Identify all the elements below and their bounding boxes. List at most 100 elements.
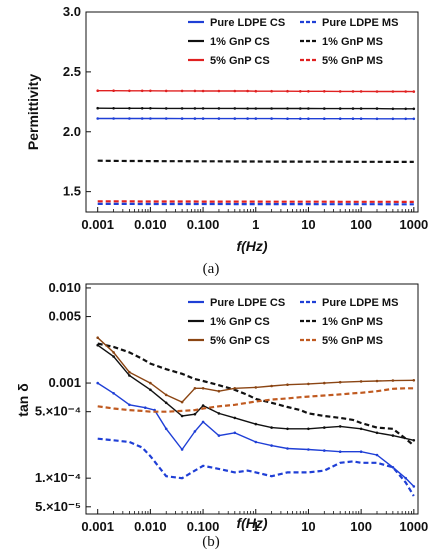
y-tick-label: 0.005 bbox=[48, 309, 81, 324]
axes-b: 0.001 0.010 0.100 1 10 100 1000 5.×10⁻⁵ 1.×10⁻⁴ 5… bbox=[35, 280, 428, 534]
data-point bbox=[128, 370, 131, 374]
y-tick-label: 0.001 bbox=[48, 375, 81, 390]
panel-label-a: (a) bbox=[203, 261, 220, 277]
y-tick-label: 2.0 bbox=[63, 124, 81, 139]
data-point bbox=[193, 430, 197, 433]
data-point bbox=[359, 450, 363, 454]
data-point bbox=[270, 117, 273, 120]
data-point bbox=[112, 351, 115, 354]
y-tick-label: 1.×10⁻⁴ bbox=[35, 470, 81, 485]
legend-label: 1% GnP MS bbox=[322, 316, 383, 328]
data-point bbox=[96, 106, 99, 110]
data-point bbox=[307, 117, 310, 120]
data-point bbox=[359, 90, 363, 93]
data-point bbox=[233, 89, 237, 93]
data-point bbox=[217, 107, 221, 110]
data-point bbox=[351, 107, 355, 110]
x-axis-label-a: f(Hz) bbox=[236, 238, 267, 254]
data-point bbox=[246, 117, 249, 120]
data-point bbox=[359, 117, 363, 120]
data-point bbox=[254, 440, 258, 444]
series-group-a bbox=[96, 89, 416, 206]
y-tick-label: 3.0 bbox=[63, 4, 81, 19]
data-point bbox=[233, 107, 237, 110]
tan-delta-chart: 0.001 0.010 0.100 1 10 100 1000 5.×10⁻⁵ 1.×10⁻⁴ 5… bbox=[15, 280, 428, 550]
data-point bbox=[375, 117, 379, 121]
data-point bbox=[323, 90, 326, 93]
x-tick-label: 0.010 bbox=[134, 217, 167, 232]
data-point bbox=[286, 89, 289, 93]
data-point bbox=[391, 379, 395, 382]
data-point bbox=[375, 431, 379, 435]
data-point bbox=[164, 117, 168, 120]
data-point bbox=[112, 107, 115, 110]
data-point bbox=[391, 117, 395, 121]
data-point bbox=[180, 448, 184, 451]
data-point bbox=[180, 89, 184, 93]
data-point bbox=[233, 431, 237, 435]
data-point bbox=[338, 425, 342, 428]
legend-label: Pure LDPE CS bbox=[210, 17, 285, 29]
data-point bbox=[217, 117, 221, 120]
data-point bbox=[375, 453, 379, 457]
data-point bbox=[149, 107, 152, 110]
data-point bbox=[359, 427, 363, 431]
panel-label-b: (b) bbox=[202, 534, 220, 550]
x-axis-label-b: f(Hz) bbox=[236, 515, 267, 531]
data-point bbox=[286, 107, 289, 110]
legend-a: Pure LDPE CS 1% GnP CS 5% GnP CS Pure LDPE … bbox=[188, 17, 398, 67]
data-point bbox=[323, 449, 326, 452]
data-point bbox=[254, 386, 258, 389]
data-point bbox=[112, 89, 115, 92]
data-point bbox=[112, 355, 115, 358]
x-tick-label: 10 bbox=[301, 217, 315, 232]
y-tick-label: 5.×10⁻⁴ bbox=[35, 404, 81, 419]
data-point bbox=[233, 387, 237, 390]
data-point bbox=[140, 107, 144, 110]
legend-label: Pure LDPE CS bbox=[210, 297, 285, 309]
plot-frame-a bbox=[85, 11, 419, 213]
data-point bbox=[217, 89, 221, 93]
data-point bbox=[254, 422, 258, 426]
data-point bbox=[299, 117, 302, 120]
x-tick-label: 1000 bbox=[399, 519, 428, 534]
y-tick-label: 2.5 bbox=[63, 64, 81, 79]
data-point bbox=[149, 89, 152, 93]
data-point bbox=[193, 89, 197, 93]
data-point bbox=[193, 387, 197, 390]
data-point bbox=[193, 117, 197, 120]
data-point bbox=[164, 393, 168, 397]
x-tick-label: 0.100 bbox=[187, 519, 220, 534]
data-point bbox=[164, 89, 168, 93]
series-line-5 bbox=[97, 200, 414, 203]
data-point bbox=[375, 379, 379, 383]
x-tick-label: 0.010 bbox=[134, 519, 167, 534]
x-tick-label: 0.001 bbox=[81, 519, 114, 534]
data-point bbox=[323, 426, 326, 429]
data-point bbox=[412, 379, 416, 382]
data-point bbox=[96, 89, 99, 92]
data-point bbox=[375, 90, 379, 93]
data-point bbox=[412, 90, 416, 93]
data-point bbox=[307, 448, 310, 451]
data-point bbox=[201, 404, 205, 407]
series-line-0 bbox=[97, 382, 415, 487]
data-point bbox=[391, 434, 395, 437]
data-point bbox=[201, 89, 205, 93]
data-point bbox=[270, 107, 273, 110]
legend-label: 1% GnP MS bbox=[322, 36, 383, 48]
data-point bbox=[270, 89, 273, 93]
data-point bbox=[286, 427, 289, 431]
data-point bbox=[180, 117, 184, 120]
data-point bbox=[96, 381, 99, 385]
data-point bbox=[404, 476, 408, 480]
x-tick-label: 10 bbox=[301, 519, 315, 534]
data-point bbox=[254, 117, 258, 120]
data-point bbox=[140, 89, 144, 93]
legend-label: 5% GnP CS bbox=[210, 335, 270, 347]
y-tick-label: 1.5 bbox=[63, 184, 81, 199]
data-point bbox=[391, 466, 395, 469]
y-axis-label-a: Permittivity bbox=[25, 74, 41, 150]
x-tick-label: 0.001 bbox=[81, 217, 114, 232]
